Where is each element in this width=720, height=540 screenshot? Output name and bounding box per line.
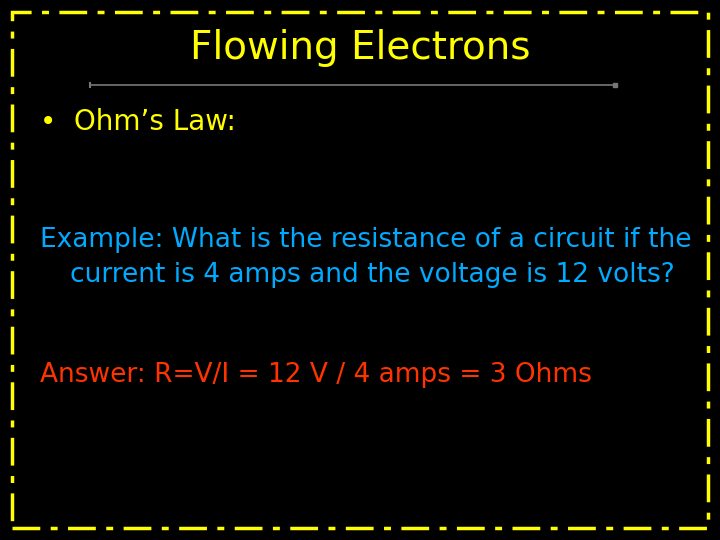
Text: current is 4 amps and the voltage is 12 volts?: current is 4 amps and the voltage is 12 … [70,262,675,288]
Text: Flowing Electrons: Flowing Electrons [190,29,530,67]
Text: Example: What is the resistance of a circuit if the: Example: What is the resistance of a cir… [40,227,691,253]
Text: •  Ohm’s Law:: • Ohm’s Law: [40,108,236,136]
Text: Answer: R=V/I = 12 V / 4 amps = 3 Ohms: Answer: R=V/I = 12 V / 4 amps = 3 Ohms [40,362,592,388]
